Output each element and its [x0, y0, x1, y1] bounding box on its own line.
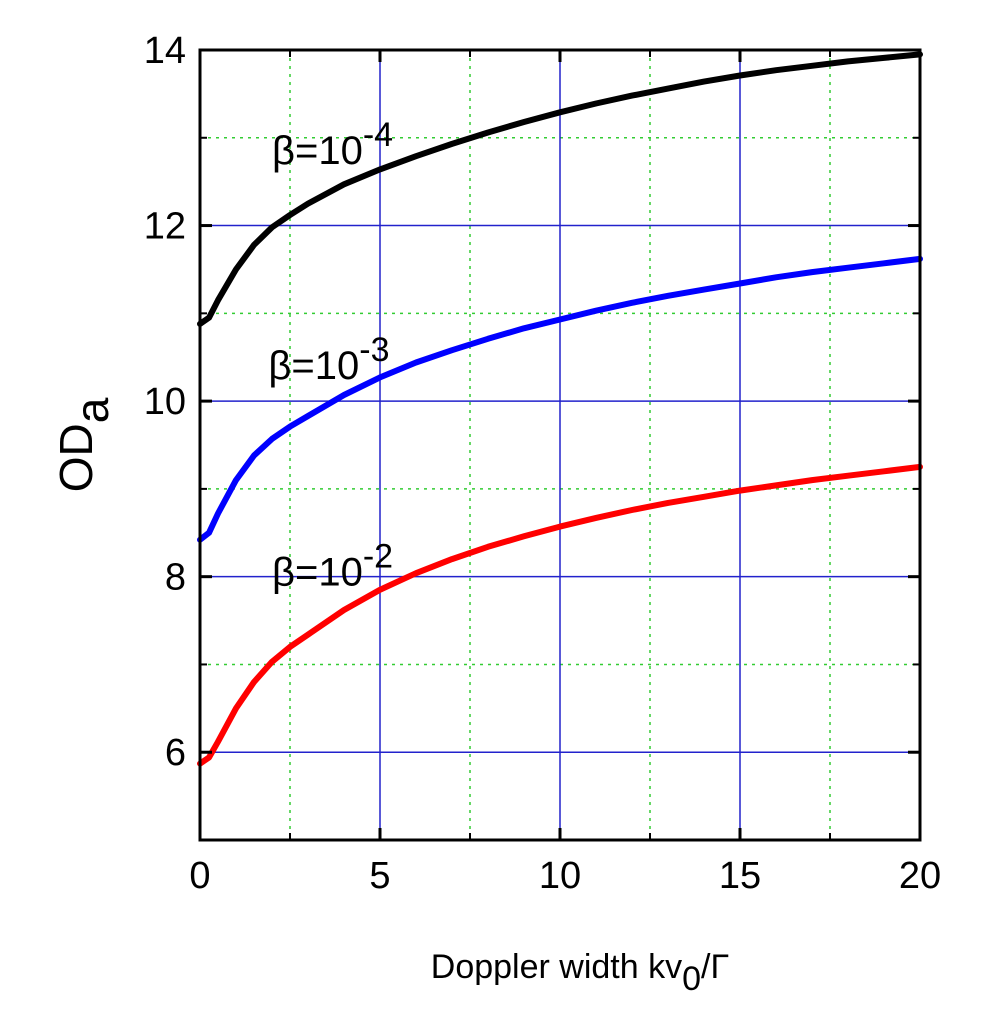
annotations: β=10-4β=10-3β=10-2: [268, 116, 393, 594]
annotation-exponent: -3: [359, 331, 389, 369]
annotation-base: β=10: [268, 344, 359, 388]
series-annotation-1: β=10-4: [272, 116, 393, 173]
x-axis-label: Doppler width kv0/Γ: [431, 948, 729, 998]
x-axis-label-sub: 0: [682, 960, 701, 998]
y-axis-label: ODa: [50, 397, 118, 492]
annotation-exponent: -2: [363, 537, 393, 575]
y-axis-label-main: OD: [50, 423, 102, 492]
x-tick-label: 5: [369, 855, 390, 897]
x-tick-label: 20: [899, 855, 941, 897]
x-tick-label: 0: [189, 855, 210, 897]
x-tick-label: 10: [539, 855, 581, 897]
series-line-1: [197, 51, 923, 327]
series-line-2: [197, 255, 923, 543]
y-tick-label: 14: [144, 30, 186, 72]
y-axis-label-sub: a: [66, 397, 118, 423]
series-annotation-3: β=10-2: [272, 537, 393, 594]
axis-ticks: [198, 48, 922, 840]
tick-labels: 0 5 10 15 20 6 8 10 12 14: [144, 30, 941, 897]
y-tick-label: 12: [144, 206, 186, 248]
x-axis-label-tail: /Γ: [701, 948, 729, 986]
annotation-base: β=10: [272, 550, 363, 594]
y-tick-label: 6: [165, 732, 186, 774]
series-layer: [197, 51, 923, 767]
series-annotation-2: β=10-3: [268, 331, 389, 388]
annotation-base: β=10: [272, 129, 363, 173]
y-tick-label: 8: [165, 557, 186, 599]
x-axis-label-main: Doppler width kv: [431, 948, 682, 986]
annotation-exponent: -4: [363, 116, 393, 154]
x-tick-label: 15: [719, 855, 761, 897]
y-tick-label: 10: [144, 381, 186, 423]
series-line-3: [197, 463, 923, 767]
